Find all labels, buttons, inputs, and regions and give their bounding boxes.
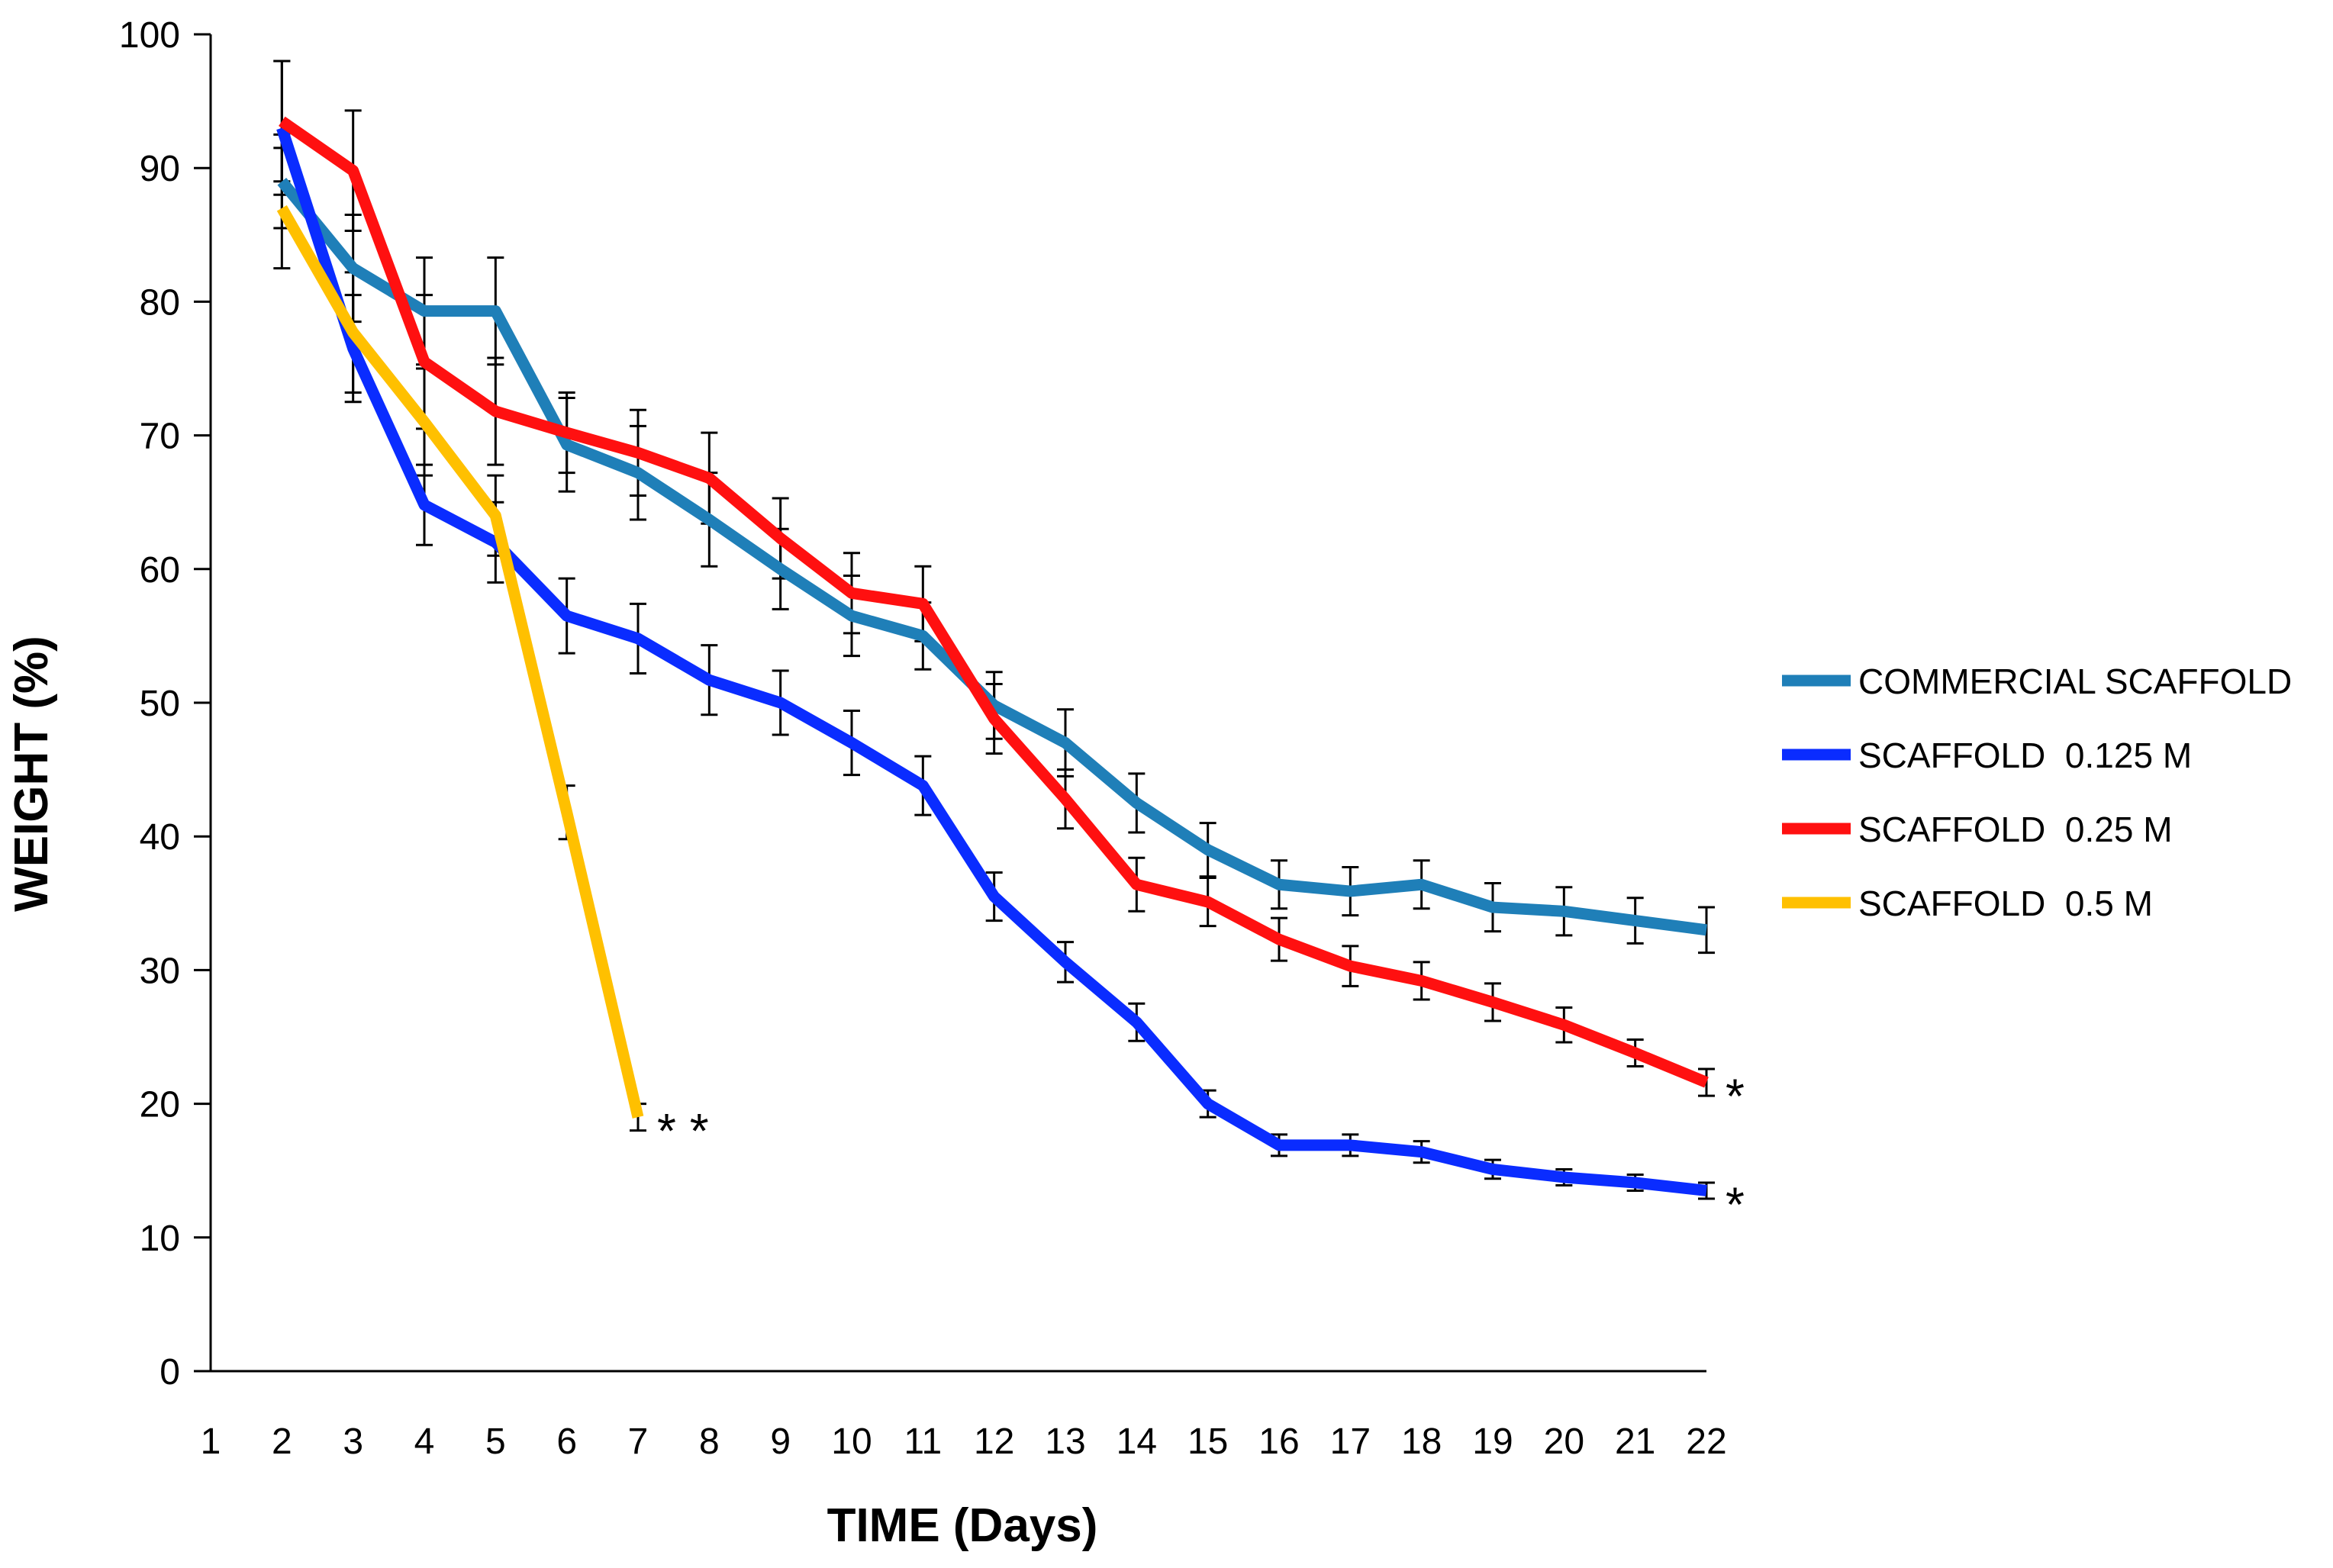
x-tick-label: 10 — [831, 1422, 872, 1462]
x-tick-label: 8 — [699, 1422, 720, 1462]
legend: COMMERCIAL SCAFFOLD SCAFFOLD 0.125 M SCAFF… — [1782, 662, 2292, 923]
y-tick-label: 60 — [140, 550, 180, 591]
series-lines — [276, 116, 1709, 1196]
y-tick-label: 80 — [140, 282, 180, 323]
error-bars — [273, 60, 1715, 1200]
y-tick-label: 100 — [119, 15, 180, 56]
y-tick-label: 70 — [140, 417, 180, 457]
x-tick-label: 21 — [1615, 1422, 1655, 1462]
series-line-commercial-scaffold — [277, 177, 1707, 936]
y-tick-label: 40 — [140, 817, 180, 858]
legend-label: SCAFFOLD 0.125 M — [1858, 736, 2192, 775]
y-tick-label: 50 — [140, 684, 180, 724]
legend-label: SCAFFOLD 0.25 M — [1858, 810, 2173, 849]
significance-annotations: * * * * — [657, 1069, 1745, 1232]
x-tick-label: 5 — [485, 1422, 506, 1462]
y-tick-label: 30 — [140, 951, 180, 991]
x-tick-label: 22 — [1686, 1422, 1726, 1462]
significance-marker: * — [1726, 1177, 1745, 1232]
y-tick-label: 10 — [140, 1219, 180, 1259]
x-tick-label: 20 — [1544, 1422, 1584, 1462]
x-tick-label: 18 — [1401, 1422, 1442, 1462]
x-tick-label: 3 — [343, 1422, 363, 1462]
significance-marker: * — [1726, 1069, 1745, 1124]
y-axis-title: WEIGHT (%) — [5, 636, 58, 912]
x-tick-label: 19 — [1472, 1422, 1513, 1462]
x-tick-label: 6 — [556, 1422, 577, 1462]
x-tick-label: 12 — [974, 1422, 1014, 1462]
x-tick-label: 9 — [770, 1422, 791, 1462]
y-tick-label: 20 — [140, 1085, 180, 1125]
x-tick-label: 7 — [628, 1422, 649, 1462]
x-tick-label: 17 — [1330, 1422, 1371, 1462]
legend-label: SCAFFOLD 0.5 M — [1858, 884, 2153, 923]
legend-label: COMMERCIAL SCAFFOLD — [1858, 662, 2292, 701]
x-tick-label: 2 — [272, 1422, 292, 1462]
y-tick-label: 0 — [160, 1352, 180, 1393]
series-line-scaffold-0-125-m — [276, 126, 1707, 1196]
x-tick-label: 14 — [1117, 1422, 1157, 1462]
x-tick-label: 13 — [1045, 1422, 1085, 1462]
x-tick-label: 1 — [201, 1422, 221, 1462]
x-tick-label: 15 — [1187, 1422, 1228, 1462]
x-axis-title: TIME (Days) — [827, 1499, 1098, 1552]
series-line-scaffold-0-5-m — [276, 205, 644, 1119]
series-line-scaffold-0-25-m — [279, 116, 1709, 1088]
y-tick-label: 90 — [140, 149, 180, 189]
x-tick-label: 11 — [904, 1422, 942, 1462]
x-tick-label: 4 — [414, 1422, 435, 1462]
x-tick-label: 16 — [1258, 1422, 1299, 1462]
significance-marker: * * — [657, 1103, 709, 1158]
